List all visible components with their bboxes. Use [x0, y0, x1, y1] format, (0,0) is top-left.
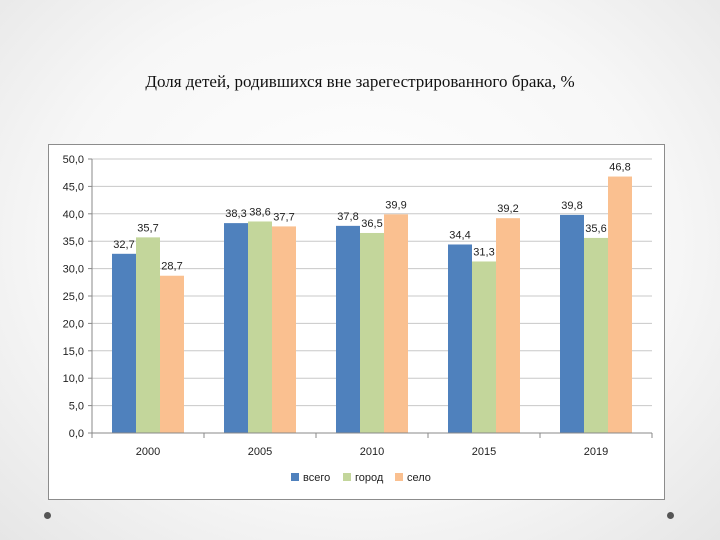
bar-село-2005: [272, 226, 296, 433]
bar-село-2019: [608, 176, 632, 433]
y-tick-label: 25,0: [63, 291, 84, 303]
data-label: 46,8: [609, 162, 630, 174]
data-label: 31,3: [473, 246, 494, 258]
bar-chart: 32,735,7 28,7 38,3 38,6 37,7 37,836,539,9 34,4…: [63, 154, 653, 484]
data-label: 35,6: [585, 223, 606, 235]
bar-всего-2005: [224, 223, 248, 433]
x-tick-label: 2015: [472, 446, 496, 458]
data-label: 36,5: [361, 218, 382, 230]
x-tick-label: 2019: [584, 446, 608, 458]
data-label: 35,7: [137, 222, 158, 234]
bar-город-2010: [360, 232, 384, 433]
legend: всего город село: [291, 472, 431, 484]
data-label: 32,7: [113, 239, 134, 251]
data-label: 37,7: [273, 211, 294, 223]
bar-город-2019: [584, 237, 608, 433]
bar-всего-2019: [560, 214, 584, 433]
y-tick-label: 20,0: [63, 318, 84, 330]
data-label: 39,9: [385, 199, 406, 211]
slide-dot-left: [44, 512, 51, 519]
data-label: 38,6: [249, 206, 270, 218]
legend-label-город: город: [355, 472, 384, 484]
data-label: 37,8: [337, 211, 358, 223]
bar-город-2000: [136, 237, 160, 433]
bar-село-2015: [496, 218, 520, 433]
y-tick-label: 50,0: [63, 154, 84, 166]
data-label: 39,8: [561, 200, 582, 212]
legend-swatch-село: [395, 473, 403, 481]
y-tick-label: 0,0: [69, 428, 84, 440]
y-tick-label: 45,0: [63, 181, 84, 193]
bar-всего-2015: [448, 244, 472, 433]
bars: [112, 176, 632, 433]
x-tick-label: 2000: [136, 446, 160, 458]
bar-село-2010: [384, 214, 408, 433]
bar-город-2015: [472, 261, 496, 433]
bar-всего-2010: [336, 225, 360, 433]
data-label: 39,2: [497, 203, 518, 215]
y-tick-label: 40,0: [63, 209, 84, 221]
data-label: 34,4: [449, 229, 470, 241]
y-tick-label: 15,0: [63, 346, 84, 358]
x-tick-label: 2005: [248, 446, 272, 458]
y-tick-label: 10,0: [63, 373, 84, 385]
data-label: 38,3: [225, 208, 246, 220]
slide-title: Доля детей, родившихся вне зарегестриров…: [145, 72, 575, 91]
y-tick-label: 5,0: [69, 401, 84, 413]
chart-frame: 32,7 35,7 28,7 38,3 38,6 37,7 37,8 36,5 39,9 34,4…: [48, 144, 665, 500]
bar-город-2005: [248, 221, 272, 433]
axes: 0,0 5,0 10,0 15,0 20,0 25,0 30,0 35,0 40,0 45,0 50…: [63, 154, 653, 458]
legend-swatch-всего: [291, 473, 299, 481]
legend-swatch-город: [343, 473, 351, 481]
legend-label-село: село: [407, 472, 431, 484]
y-tick-label: 35,0: [63, 236, 84, 248]
x-tick-label: 2010: [360, 446, 384, 458]
data-label: 28,7: [161, 261, 182, 273]
bar-село-2000: [160, 275, 184, 433]
slide-dot-right: [667, 512, 674, 519]
data-labels: 32,735,7 28,7 38,3 38,6 37,7 37,836,539,9 34,4…: [113, 162, 630, 273]
legend-label-всего: всего: [303, 472, 330, 484]
y-tick-label: 30,0: [63, 264, 84, 276]
bar-всего-2000: [112, 253, 136, 433]
